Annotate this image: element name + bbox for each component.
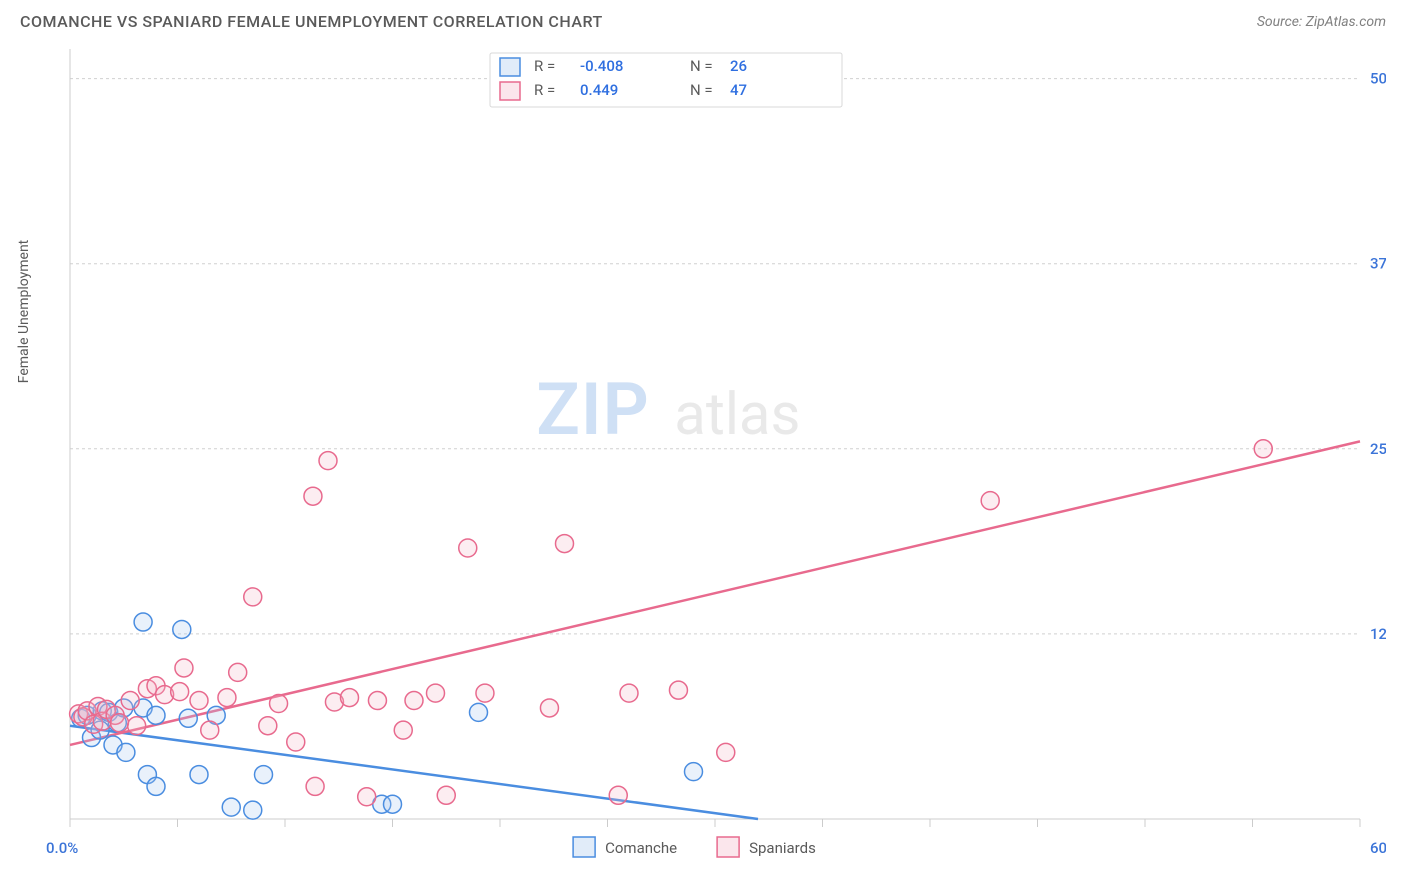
- source-credit: Source: ZipAtlas.com: [1257, 14, 1386, 30]
- legend-n-value-comanche: 26: [730, 57, 747, 75]
- y-tick-label: 37.5%: [1370, 255, 1386, 273]
- header: COMANCHE VS SPANIARD FEMALE UNEMPLOYMENT…: [0, 0, 1406, 39]
- y-tick-label: 50.0%: [1370, 70, 1386, 88]
- watermark-part1: ZIP: [536, 367, 649, 452]
- data-point-comanche: [147, 777, 165, 795]
- data-point-spaniards: [287, 733, 305, 751]
- data-point-spaniards: [405, 692, 423, 710]
- data-point-spaniards: [341, 689, 359, 707]
- x-min-label: 0.0%: [46, 839, 78, 857]
- data-point-spaniards: [669, 681, 687, 699]
- data-point-spaniards: [609, 786, 627, 804]
- data-point-spaniards: [540, 699, 558, 717]
- legend-r-label-comanche: R =: [534, 57, 555, 75]
- legend-bottom-label-comanche: Comanche: [605, 839, 677, 857]
- data-point-comanche: [134, 613, 152, 631]
- data-point-spaniards: [556, 535, 574, 553]
- data-point-spaniards: [201, 721, 219, 739]
- data-point-comanche: [255, 766, 273, 784]
- data-point-spaniards: [190, 692, 208, 710]
- y-tick-label: 12.5%: [1370, 625, 1386, 643]
- data-point-comanche: [470, 703, 488, 721]
- data-point-spaniards: [229, 663, 247, 681]
- data-point-comanche: [147, 706, 165, 724]
- data-point-spaniards: [270, 695, 288, 713]
- data-point-spaniards: [394, 721, 412, 739]
- data-point-spaniards: [459, 539, 477, 557]
- y-tick-label: 25.0%: [1370, 440, 1386, 458]
- data-point-spaniards: [981, 492, 999, 510]
- data-point-spaniards: [620, 684, 638, 702]
- data-point-spaniards: [121, 692, 139, 710]
- data-point-spaniards: [306, 777, 324, 795]
- y-axis-label: Female Unemployment: [16, 240, 32, 384]
- data-point-comanche: [384, 795, 402, 813]
- legend-r-label-spaniards: R =: [534, 81, 555, 99]
- data-point-spaniards: [175, 659, 193, 677]
- data-point-spaniards: [368, 692, 386, 710]
- chart-title: COMANCHE VS SPANIARD FEMALE UNEMPLOYMENT…: [20, 12, 603, 31]
- data-point-comanche: [685, 763, 703, 781]
- legend-bottom-swatch-comanche: [573, 837, 595, 857]
- data-point-spaniards: [110, 714, 128, 732]
- data-point-comanche: [173, 620, 191, 638]
- legend-r-value-comanche: -0.408: [580, 57, 623, 75]
- data-point-comanche: [222, 798, 240, 816]
- data-point-spaniards: [171, 683, 189, 701]
- legend-swatch-spaniards: [500, 82, 520, 100]
- data-point-comanche: [117, 743, 135, 761]
- data-point-comanche: [190, 766, 208, 784]
- legend-r-value-spaniards: 0.449: [580, 81, 618, 99]
- data-point-spaniards: [259, 717, 277, 735]
- data-point-comanche: [244, 801, 262, 819]
- data-point-spaniards: [218, 689, 236, 707]
- data-point-spaniards: [358, 788, 376, 806]
- data-point-spaniards: [128, 717, 146, 735]
- trend-line-comanche: [70, 726, 758, 819]
- data-point-spaniards: [319, 452, 337, 470]
- legend-bottom-swatch-spaniards: [717, 837, 739, 857]
- data-point-spaniards: [717, 743, 735, 761]
- source-name: ZipAtlas.com: [1306, 14, 1386, 30]
- data-point-spaniards: [427, 684, 445, 702]
- legend-n-value-spaniards: 47: [730, 81, 747, 99]
- chart-area: Female Unemployment ZIPatlas12.5%25.0%37…: [20, 39, 1386, 871]
- data-point-spaniards: [244, 588, 262, 606]
- legend-n-label-comanche: N =: [690, 57, 713, 75]
- x-max-label: 60.0%: [1370, 839, 1386, 857]
- data-point-comanche: [179, 709, 197, 727]
- source-prefix: Source:: [1257, 14, 1306, 30]
- data-point-spaniards: [1254, 440, 1272, 458]
- trend-line-spaniards: [70, 441, 1360, 745]
- data-point-spaniards: [304, 487, 322, 505]
- legend-bottom-label-spaniards: Spaniards: [749, 839, 816, 857]
- legend-n-label-spaniards: N =: [690, 81, 713, 99]
- watermark-part2: atlas: [674, 381, 800, 449]
- data-point-spaniards: [476, 684, 494, 702]
- scatter-chart: ZIP atlas 12.5% 25.0% 37.5% 50.0% R = -0.408 N =…: [20, 39, 1386, 871]
- data-point-spaniards: [437, 786, 455, 804]
- legend-swatch-comanche: [500, 58, 520, 76]
